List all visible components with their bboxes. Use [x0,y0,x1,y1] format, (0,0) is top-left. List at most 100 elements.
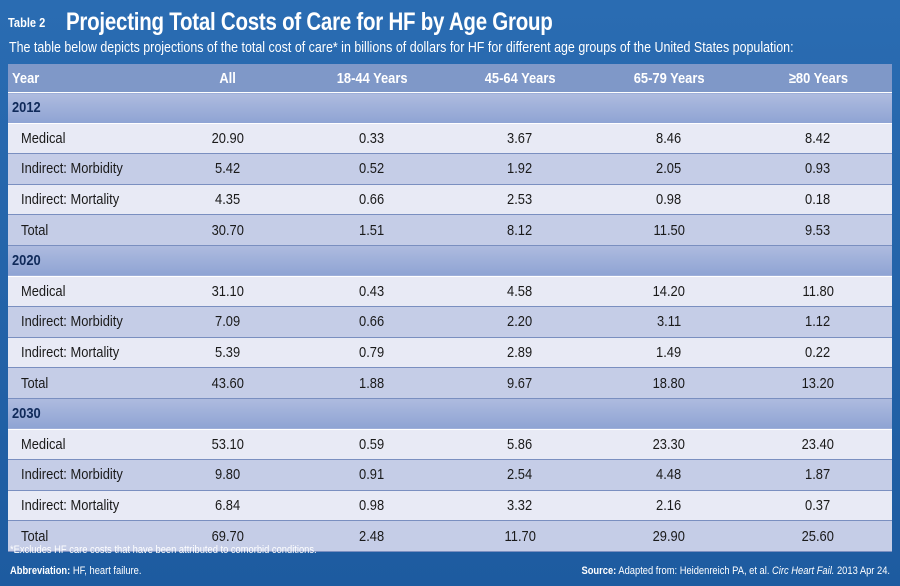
year-label: 2020 [8,245,892,277]
table-number-label: Table 2 [8,14,46,30]
table-cell: 1.87 [744,459,892,491]
table-cell: 0.93 [744,153,892,185]
table-cell: 5.42 [158,153,298,185]
table-cell: 2.16 [594,490,744,522]
table-cell: 53.10 [158,429,298,461]
row-label: Total [8,214,158,246]
row-label: Total [8,520,158,552]
table-cell: 1.51 [298,214,446,246]
table-row: Total 69.70 2.48 11.70 29.90 25.60 [8,520,892,552]
year-group-row: 2030 [8,398,892,430]
table-cell: 1.12 [744,306,892,338]
table-cell: 8.42 [744,123,892,155]
table-row: Indirect: Morbidity 7.09 0.66 2.20 3.11 1.12 [8,306,892,338]
abbreviation-note: Abbreviation: HF, heart failure. [10,565,142,577]
column-header: ≥80 Years [744,64,892,93]
year-group-row: 2012 [8,92,892,124]
table-cell: 0.52 [298,153,446,185]
title-row: Table 2 Projecting Total Costs of Care f… [8,7,659,37]
table-row: Indirect: Mortality 6.84 0.98 3.32 2.16 0.37 [8,490,892,522]
table-cell: 0.43 [298,276,446,308]
table-cell: 8.12 [446,214,594,246]
table-cell: 6.84 [158,490,298,522]
table-description: The table below depicts projections of t… [9,39,794,56]
table-row: Medical 53.10 0.59 5.86 23.30 23.40 [8,429,892,461]
table-row: Total 43.60 1.88 9.67 18.80 13.20 [8,367,892,399]
table-row: Indirect: Mortality 4.35 0.66 2.53 0.98 0.18 [8,184,892,216]
table-cell: 4.48 [594,459,744,491]
table-cell: 2.53 [446,184,594,216]
table-cell: 2.20 [446,306,594,338]
table-cell: 30.70 [158,214,298,246]
table-cell: 0.79 [298,337,446,369]
table-cell: 4.58 [446,276,594,308]
column-header: 45-64 Years [446,64,594,93]
table-cell: 20.90 [158,123,298,155]
table-cell: 8.46 [594,123,744,155]
table-header-row: Year All 18-44 Years 45-64 Years 65-79 Y… [8,64,892,93]
table-cell: 0.98 [594,184,744,216]
table-cell: 1.49 [594,337,744,369]
table-cell: 1.88 [298,367,446,399]
row-label: Indirect: Mortality [8,490,158,522]
row-label: Medical [8,429,158,461]
table-cell: 3.67 [446,123,594,155]
table-cell: 4.35 [158,184,298,216]
row-label: Indirect: Morbidity [8,153,158,185]
row-label: Indirect: Mortality [8,184,158,216]
table-cell: 9.67 [446,367,594,399]
table-cell: 1.92 [446,153,594,185]
row-label: Total [8,367,158,399]
page-title: Projecting Total Costs of Care for HF by… [66,7,553,36]
table-cell: 0.91 [298,459,446,491]
row-label: Indirect: Morbidity [8,306,158,338]
table-cell: 9.53 [744,214,892,246]
table-cell: 43.60 [158,367,298,399]
table-cell: 11.70 [446,520,594,552]
table-cell: 0.98 [298,490,446,522]
table-cell: 0.66 [298,306,446,338]
source-note: Source: Adapted from: Heidenreich PA, et… [581,565,890,577]
table-cell: 0.18 [744,184,892,216]
column-header: All [158,64,298,93]
table-row: Medical 31.10 0.43 4.58 14.20 11.80 [8,276,892,308]
table-cell: 0.66 [298,184,446,216]
table-cell: 11.50 [594,214,744,246]
row-label: Indirect: Mortality [8,337,158,369]
table-cell: 0.59 [298,429,446,461]
table-cell: 14.20 [594,276,744,308]
table-cell: 11.80 [744,276,892,308]
table-row: Indirect: Mortality 5.39 0.79 2.89 1.49 0.22 [8,337,892,369]
table-cell: 23.30 [594,429,744,461]
year-group-row: 2020 [8,245,892,277]
table-cell: 7.09 [158,306,298,338]
table-cell: 69.70 [158,520,298,552]
table-cell: 29.90 [594,520,744,552]
cost-table: Year All 18-44 Years 45-64 Years 65-79 Y… [8,64,892,552]
row-label: Indirect: Morbidity [8,459,158,491]
column-header: 65-79 Years [594,64,744,93]
row-label: Medical [8,276,158,308]
table-cell: 2.89 [446,337,594,369]
table-row: Total 30.70 1.51 8.12 11.50 9.53 [8,214,892,246]
column-header: Year [8,64,158,93]
table-cell: 2.05 [594,153,744,185]
table-cell: 3.32 [446,490,594,522]
table-cell: 0.37 [744,490,892,522]
table-row: Indirect: Morbidity 9.80 0.91 2.54 4.48 1.87 [8,459,892,491]
year-label: 2012 [8,92,892,124]
table-cell: 3.11 [594,306,744,338]
row-label: Medical [8,123,158,155]
table-row: Medical 20.90 0.33 3.67 8.46 8.42 [8,123,892,155]
year-label: 2030 [8,398,892,430]
table-cell: 13.20 [744,367,892,399]
table-cell: 9.80 [158,459,298,491]
table-cell: 18.80 [594,367,744,399]
column-header: 18-44 Years [298,64,446,93]
footnote: *Excludes HF care costs that have been a… [10,544,317,556]
table-cell: 5.39 [158,337,298,369]
table-row: Indirect: Morbidity 5.42 0.52 1.92 2.05 0.93 [8,153,892,185]
table-cell: 0.33 [298,123,446,155]
table-cell: 31.10 [158,276,298,308]
table-cell: 2.54 [446,459,594,491]
